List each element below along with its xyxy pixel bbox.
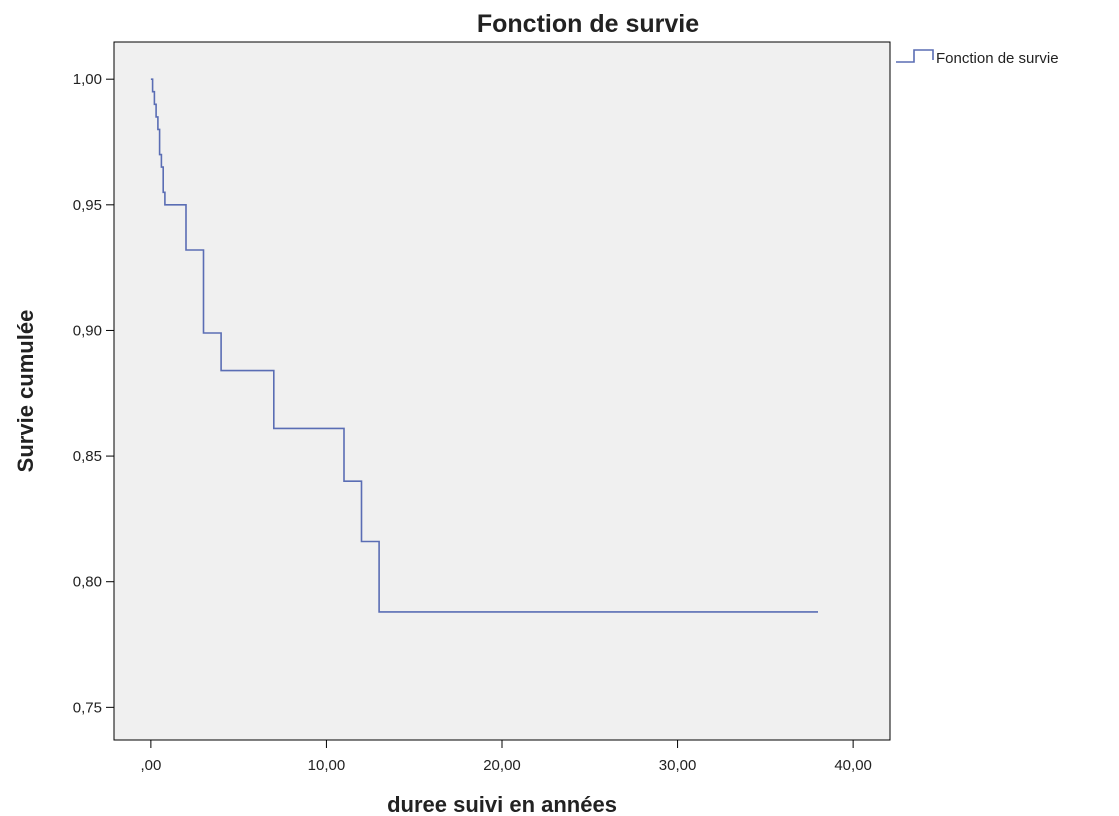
y-tick-label: 0,80: [73, 574, 102, 591]
y-tick-label: 0,85: [73, 448, 102, 465]
y-tick-label: 0,95: [73, 197, 102, 214]
x-axis-title: duree suivi en années: [387, 792, 617, 816]
plot-area: [113, 41, 891, 741]
survival-curve: [150, 78, 818, 613]
chart-title: Fonction de survie: [477, 10, 699, 38]
legend: Fonction de survie: [896, 49, 1059, 67]
x-tick-label: 40,00: [834, 757, 872, 774]
y-axis: 0,75 0,80 0,85 0,90 0,95 1,00: [73, 71, 114, 716]
x-axis: ,00 10,00 20,00 30,00 40,00: [140, 740, 872, 774]
y-axis-title: Survie cumulée: [13, 310, 38, 473]
x-tick-label: 10,00: [308, 757, 346, 774]
y-tick-label: 0,75: [73, 699, 102, 716]
y-tick-label: 1,00: [73, 71, 102, 88]
y-tick-label: 0,90: [73, 322, 102, 339]
x-tick-label: ,00: [140, 757, 161, 774]
x-tick-label: 30,00: [659, 757, 697, 774]
legend-label: Fonction de survie: [936, 50, 1059, 67]
x-tick-label: 20,00: [483, 757, 521, 774]
legend-swatch-icon: [896, 49, 934, 63]
